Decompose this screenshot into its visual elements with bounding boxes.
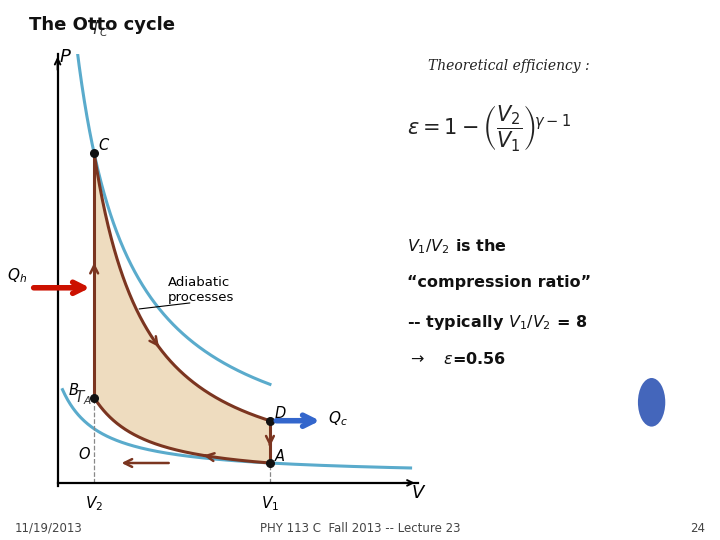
Text: $V_1$: $V_1$ [261,494,279,513]
Text: 24: 24 [690,522,706,535]
Text: $O$: $O$ [78,446,91,462]
Text: $Q_h$: $Q_h$ [7,266,27,285]
Text: 11/19/2013: 11/19/2013 [14,522,82,535]
Polygon shape [94,153,270,463]
Text: “compression ratio”: “compression ratio” [407,275,591,291]
Text: -- typically $\mathit{V}_1/\mathit{V}_2$ = 8: -- typically $\mathit{V}_1/\mathit{V}_2$… [407,313,587,332]
Text: $C$: $C$ [99,137,111,153]
Text: $V_2$: $V_2$ [85,494,103,513]
Text: PHY 113 C  Fall 2013 -- Lecture 23: PHY 113 C Fall 2013 -- Lecture 23 [260,522,460,535]
Text: Theoretical efficiency :: Theoretical efficiency : [428,59,590,73]
Text: $T_C$: $T_C$ [90,20,109,39]
Text: $\rightarrow$   $\varepsilon$=0.56: $\rightarrow$ $\varepsilon$=0.56 [407,351,506,367]
Text: $\mathit{V}_1/\mathit{V}_2$ is the: $\mathit{V}_1/\mathit{V}_2$ is the [407,238,506,256]
Text: $\varepsilon = 1-\left(\dfrac{V_2}{V_1}\right)^{\!\gamma-1}$: $\varepsilon = 1-\left(\dfrac{V_2}{V_1}\… [407,103,571,153]
Text: The Otto cycle: The Otto cycle [29,16,175,34]
Text: $V$: $V$ [410,484,426,502]
Text: $D$: $D$ [274,405,287,421]
Text: $T_A$: $T_A$ [74,388,92,407]
Text: $Q_c$: $Q_c$ [328,409,347,428]
Text: $B$: $B$ [68,382,78,398]
Text: Adiabatic
processes: Adiabatic processes [168,276,235,304]
Text: $P$: $P$ [59,49,72,66]
Text: $A$: $A$ [274,448,286,463]
